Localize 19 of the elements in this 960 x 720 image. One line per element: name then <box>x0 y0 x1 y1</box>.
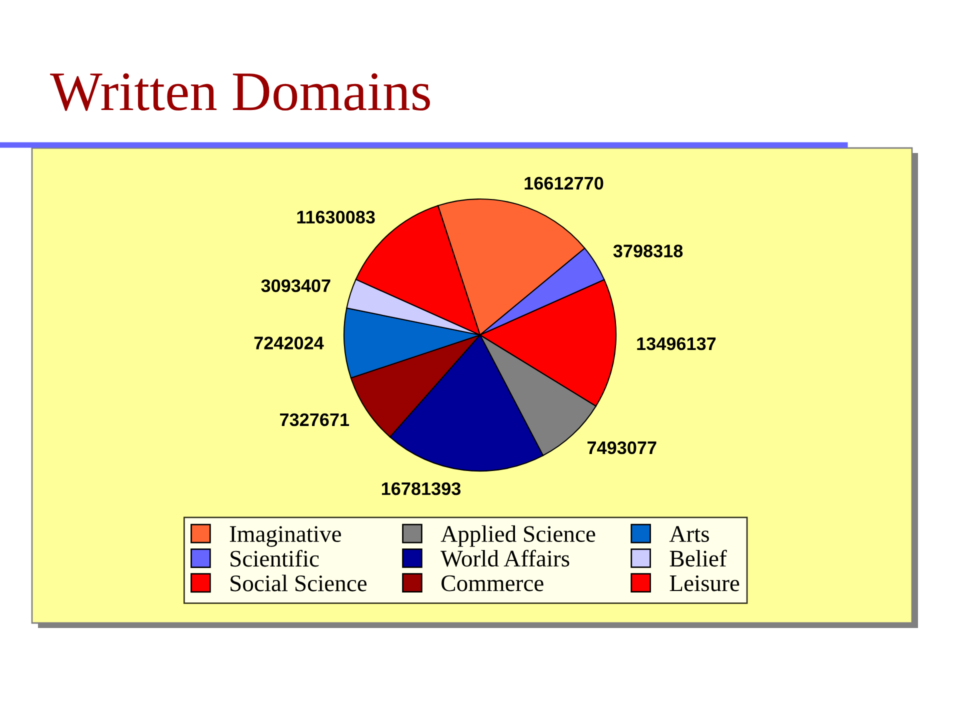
legend-label: Applied Science <box>440 525 596 547</box>
data-label: 13496137 <box>637 337 716 350</box>
legend-label: Belief <box>670 550 727 567</box>
data-label: 3093407 <box>261 279 330 292</box>
legend-label: Leisure <box>670 575 740 592</box>
data-label: 7327671 <box>280 413 350 426</box>
chart-title: Written Domains <box>50 73 430 111</box>
data-label: 16781393 <box>382 482 461 496</box>
data-label: 3798318 <box>613 244 683 258</box>
legend-label: Social Science <box>230 574 367 592</box>
legend-label: World Affairs <box>440 550 570 567</box>
legend-label: Arts <box>669 526 709 542</box>
data-label: 7493077 <box>588 441 656 454</box>
data-label: 16612770 <box>524 176 604 190</box>
data-label: 7242024 <box>254 336 324 350</box>
data-label: 11630083 <box>297 210 375 224</box>
legend-label: Imaginative <box>230 526 341 547</box>
legend-label: Scientific <box>230 550 319 567</box>
legend-label: Commerce <box>442 575 544 592</box>
